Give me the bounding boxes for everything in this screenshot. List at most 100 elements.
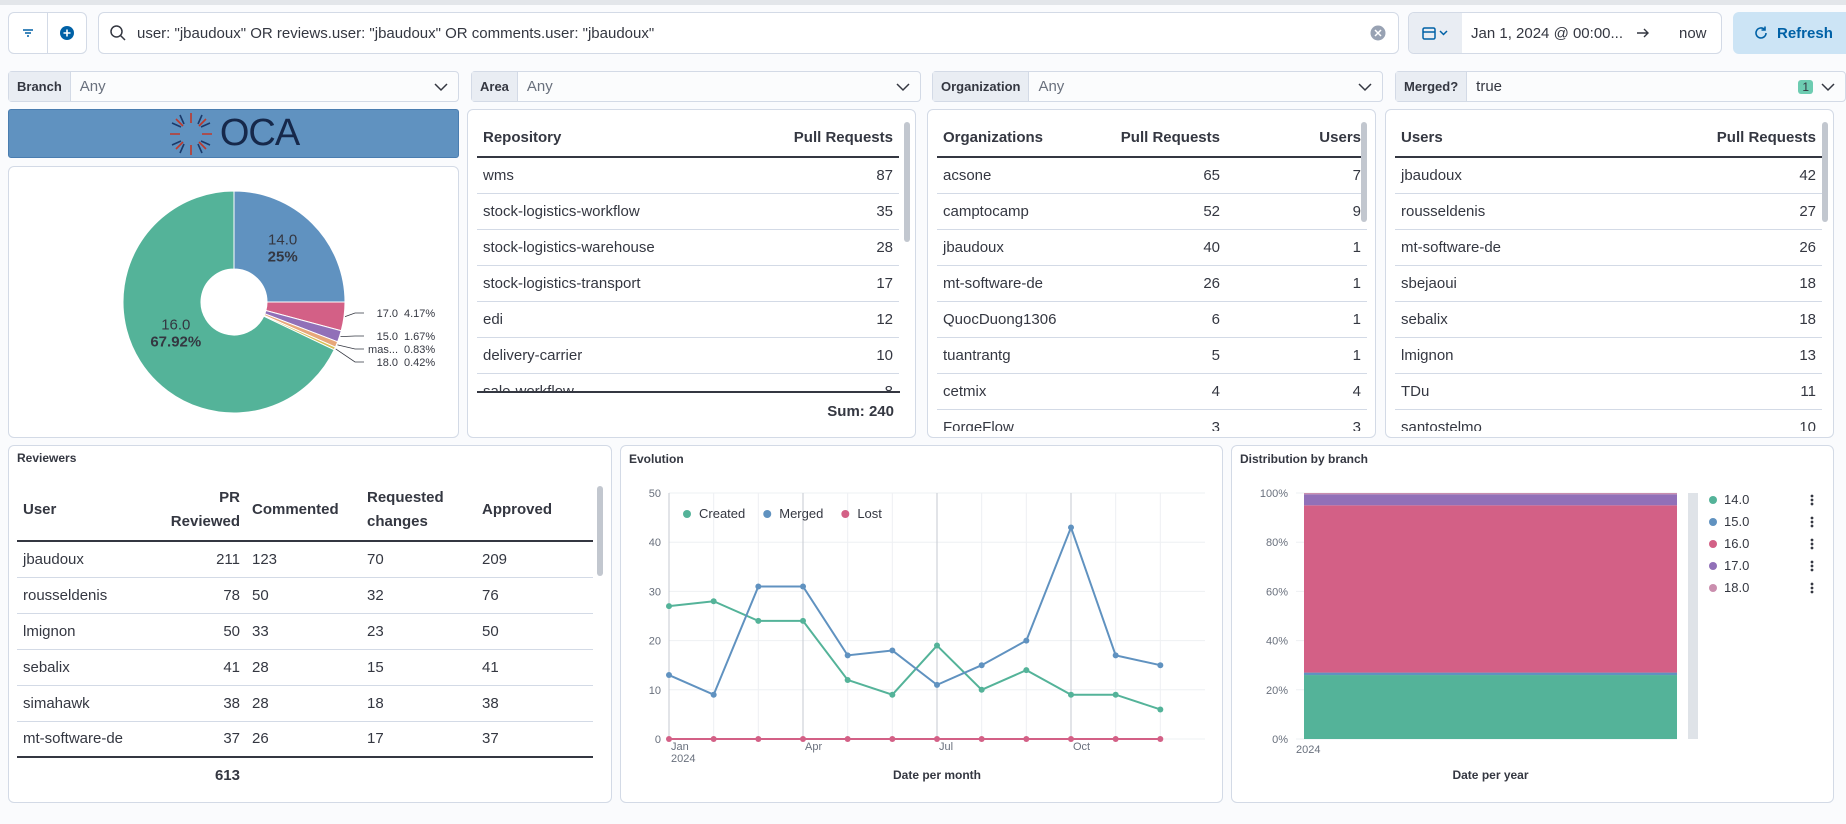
legend-swatch (841, 510, 849, 518)
filter-button-group[interactable] (8, 12, 87, 54)
chevron (1358, 82, 1372, 92)
legend-label: 18.0 (1724, 580, 1749, 595)
table-row: sebalix41281541 (17, 649, 593, 685)
table-cell: 37 (142, 721, 246, 757)
column-header: PR Reviewed (142, 480, 246, 541)
data-point (755, 583, 761, 589)
data-point (711, 736, 717, 742)
data-point (711, 598, 717, 604)
table-cell: acsone (937, 157, 1108, 193)
table-cell: jbaudoux (17, 541, 142, 577)
filter-menu-button[interactable] (9, 13, 48, 53)
data-point (934, 643, 940, 649)
filter-control[interactable]: Merged?true1 (1395, 71, 1846, 102)
data-table: UserPR ReviewedCommentedRequested change… (17, 480, 593, 793)
leader-line (336, 349, 364, 362)
table-cell: 35 (731, 193, 899, 229)
table-footer: Sum: 240 (477, 391, 900, 423)
table-row: stock-logistics-transport17 (477, 265, 899, 301)
scrollbar (904, 122, 910, 242)
table-cell: 40 (1108, 229, 1226, 265)
table-row: cetmix44 (937, 373, 1367, 409)
legend-label: 17.0 (1724, 558, 1749, 573)
legend-label: 16.0 (1724, 536, 1749, 551)
filter-label: Branch (9, 72, 71, 101)
legend-menu-dot (1811, 547, 1814, 550)
leader-line (345, 313, 364, 317)
panel-title: Evolution (629, 452, 684, 466)
table-row: simahawk38281838 (17, 685, 593, 721)
x-tick-label: Oct (1073, 741, 1090, 753)
leader-line (341, 336, 364, 337)
table-cell: 4 (1108, 373, 1226, 409)
data-point (845, 677, 851, 683)
table-cell: QuocDuong1306 (937, 301, 1108, 337)
slice-label: 16.0 (161, 317, 190, 334)
table-cell: stock-logistics-transport (477, 265, 731, 301)
table-cell: sbejaoui (1395, 265, 1642, 301)
table-cell: 1 (1226, 265, 1367, 301)
legend-swatch (1709, 584, 1717, 592)
clear-button[interactable] (1370, 25, 1386, 41)
chevron (896, 82, 910, 92)
table-cell: wms (477, 157, 731, 193)
filter-control[interactable]: AreaAny (471, 71, 921, 102)
legend-menu-dot (1811, 499, 1814, 502)
table-cell: 3 (1226, 409, 1367, 431)
legend-swatch (1709, 496, 1717, 504)
legend-menu-dot (1811, 543, 1814, 546)
date-picker[interactable]: Jan 1, 2024 @ 00:00... now (1408, 12, 1722, 54)
table-cell: 123 (246, 541, 361, 577)
date-end[interactable]: now (1679, 25, 1707, 42)
table-cell: 52 (1108, 193, 1226, 229)
area-band (1304, 505, 1677, 672)
panel-title: Reviewers (17, 451, 76, 465)
data-point (979, 736, 985, 742)
table-cell: 13 (1642, 337, 1822, 373)
table-cell: 37 (476, 721, 593, 757)
data-point (1113, 692, 1119, 698)
data-point (845, 736, 851, 742)
table-cell: 10 (1642, 409, 1822, 431)
date-start[interactable]: Jan 1, 2024 @ 00:00... (1471, 25, 1635, 42)
data-point (889, 736, 895, 742)
legend-swatch (763, 510, 771, 518)
evolution-panel: Evolution01020304050Jan2024AprJulOctDate… (620, 445, 1223, 803)
filter-control[interactable]: OrganizationAny (932, 71, 1383, 102)
quick-menu-button[interactable] (1409, 13, 1462, 53)
pie-panel: 14.025%17.04.17%15.01.67%mas...0.83%18.0… (8, 166, 459, 438)
logo-text: OCA (220, 112, 299, 155)
header-row: OrganizationsPull RequestsUsers (937, 118, 1367, 157)
y-tick-label: 60% (1266, 586, 1288, 598)
chevron (1821, 82, 1835, 92)
add-filter-button[interactable] (48, 13, 86, 53)
refresh-button[interactable]: Refresh (1733, 12, 1846, 54)
slice-label: 17.0 (377, 308, 398, 320)
table-cell: rousseldenis (1395, 193, 1642, 229)
column-header: Users (1395, 118, 1642, 157)
table-cell: 78 (142, 577, 246, 613)
filter-icon (21, 26, 35, 40)
table-cell: 28 (246, 685, 361, 721)
legend-swatch (1709, 540, 1717, 548)
table-cell: 5 (1108, 337, 1226, 373)
filter-control[interactable]: BranchAny (8, 71, 459, 102)
table-cell: 50 (246, 577, 361, 613)
table-cell: 26 (1108, 265, 1226, 301)
table-cell: 65 (1108, 157, 1226, 193)
query-input[interactable]: user: "jbaudoux" OR reviews.user: "jbaud… (98, 12, 1399, 54)
table-cell: lmignon (1395, 337, 1642, 373)
column-header: Approved (476, 480, 593, 541)
filter-label: Merged? (1396, 72, 1467, 101)
data-point (1068, 736, 1074, 742)
column-header: Users (1226, 118, 1367, 157)
x-axis-title: Date per year (1452, 768, 1528, 782)
table-row: rousseldenis78503276 (17, 577, 593, 613)
table-cell: 18 (1642, 301, 1822, 337)
footer-cell (476, 757, 593, 793)
slice-label: 14.0 (268, 231, 297, 248)
legend-label: Lost (857, 506, 882, 521)
table-cell: 23 (361, 613, 476, 649)
legend-label: 14.0 (1724, 492, 1749, 507)
table-cell: lmignon (17, 613, 142, 649)
